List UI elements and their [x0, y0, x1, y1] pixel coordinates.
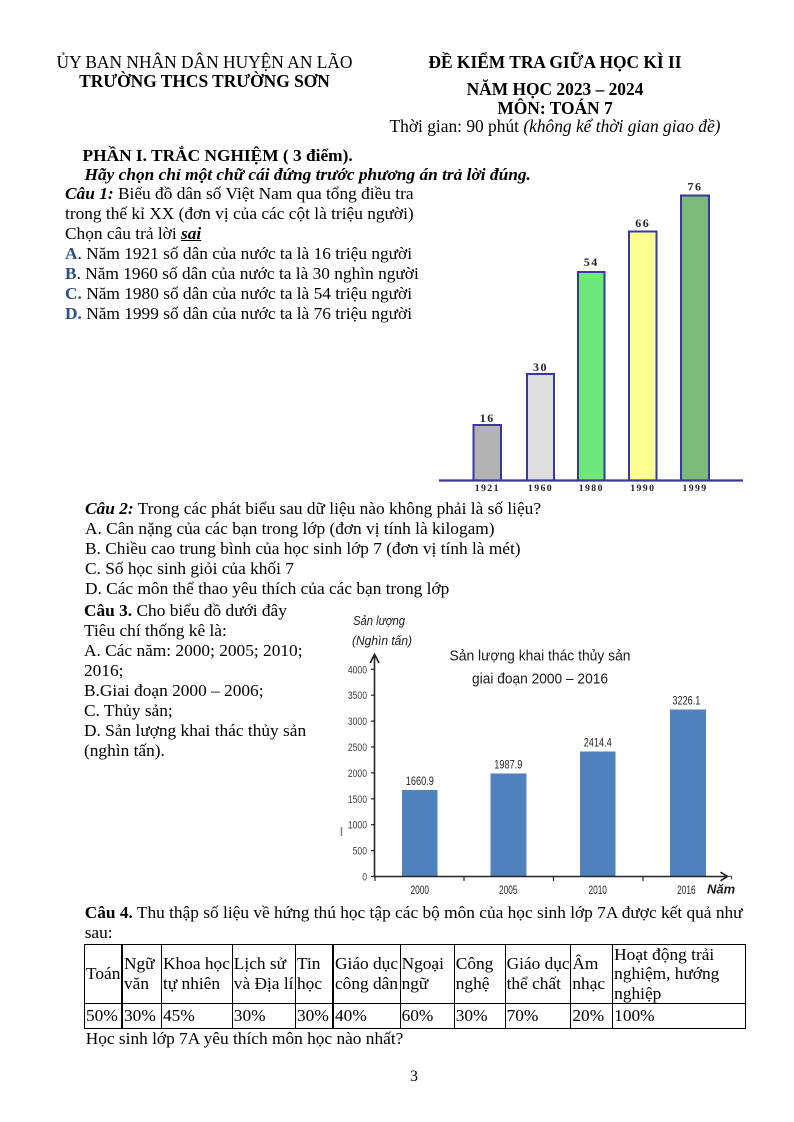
svg-text:16: 16: [480, 411, 495, 425]
svg-text:1987.9: 1987.9: [494, 760, 522, 772]
svg-text:Sản lượng: Sản lượng: [353, 614, 405, 628]
svg-text:4000: 4000: [348, 664, 367, 676]
svg-text:30: 30: [533, 360, 548, 374]
svg-text:1999: 1999: [682, 483, 707, 494]
svg-text:1000: 1000: [348, 820, 367, 832]
svg-text:2414.4: 2414.4: [584, 738, 612, 750]
svg-text:2010: 2010: [588, 883, 607, 897]
svg-text:1921: 1921: [475, 483, 500, 494]
svg-text:1660.9: 1660.9: [406, 776, 434, 788]
svg-text:3500: 3500: [348, 690, 367, 702]
svg-text:76: 76: [688, 179, 703, 193]
svg-text:0: 0: [362, 872, 367, 884]
svg-text:1960: 1960: [528, 483, 553, 494]
svg-text:3000: 3000: [348, 716, 367, 728]
svg-text:1500: 1500: [348, 794, 367, 806]
svg-text:2500: 2500: [348, 742, 367, 754]
svg-text:1980: 1980: [579, 483, 604, 494]
svg-text:54: 54: [584, 255, 599, 269]
svg-text:3226.1: 3226.1: [672, 696, 700, 708]
svg-text:2000: 2000: [348, 768, 367, 780]
svg-text:1990: 1990: [630, 483, 655, 494]
svg-text:giai đoạn 2000 – 2016: giai đoạn 2000 – 2016: [472, 671, 608, 688]
svg-text:66: 66: [635, 216, 650, 230]
svg-text:500: 500: [353, 846, 367, 858]
svg-text:Năm: Năm: [707, 882, 736, 897]
svg-text:2000: 2000: [411, 883, 430, 897]
svg-text:2016: 2016: [677, 883, 696, 897]
svg-text:(Nghìn tấn): (Nghìn tấn): [352, 634, 412, 648]
svg-text:Sản lượng khai thác thủy sản: Sản lượng khai thác thủy sản: [450, 648, 631, 665]
svg-text:2005: 2005: [499, 883, 518, 897]
